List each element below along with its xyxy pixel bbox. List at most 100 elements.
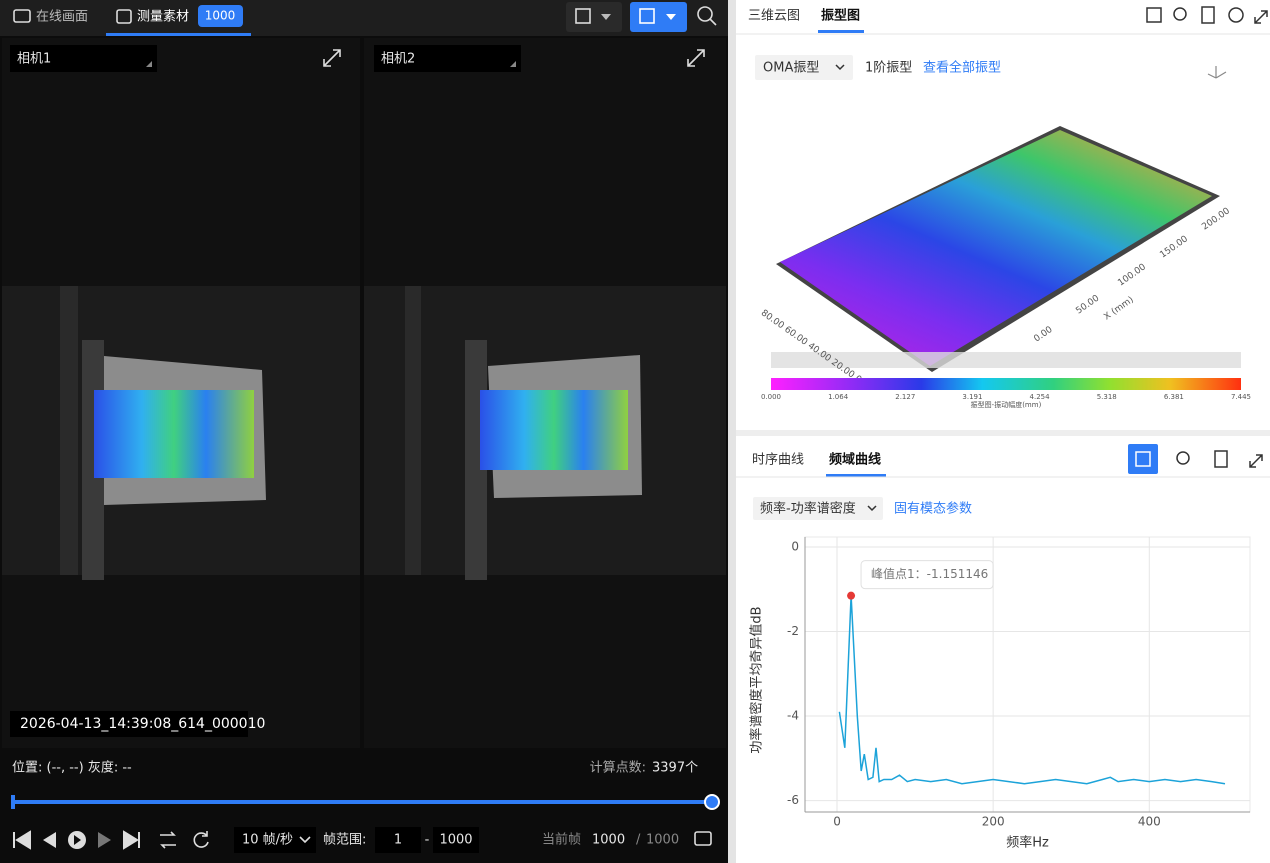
tab-active[interactable]: 频域曲线 [829,452,881,468]
loop[interactable] [160,831,176,849]
separator [736,430,1270,436]
y-tick-label: -4 [787,709,799,723]
fps: 10 帧/秒 [242,833,293,848]
y-tick-label: 0 [791,540,799,554]
curve-mode-select[interactable] [753,497,883,520]
points-value: 3397个 [652,761,698,776]
caret [299,836,311,844]
slash: / [636,833,641,848]
range-sep: - [425,833,430,848]
corner [510,61,516,67]
expand-icon[interactable] [323,49,341,67]
timestamp: 2026-04-13_14:39:08_614_000010 [20,716,265,732]
curve-mode: 频率-功率谱密度 [760,501,856,517]
histogram [771,352,1241,368]
strain-overlay [94,390,254,478]
tab[interactable]: 在线画面 [36,10,88,25]
colorbar-tick: 4.254 [1030,393,1051,401]
range-end-input[interactable] [433,827,479,853]
colorbar-tick: 6.381 [1164,393,1184,401]
expand-icon[interactable] [687,49,705,67]
divider [728,0,736,863]
modal-params-link[interactable]: 固有模态参数 [894,501,972,517]
icon[interactable] [1146,7,1162,23]
caret [601,14,611,20]
strain-overlay [480,390,628,470]
next-frame[interactable] [98,832,111,848]
tab[interactable]: 三维云图 [748,9,800,24]
x-axis-label: 频率Hz [1006,835,1049,851]
camera-icon [13,9,31,23]
last-frame[interactable] [123,830,140,850]
colorbar-tick: 1.064 [828,393,849,401]
export-icon[interactable] [1201,6,1215,24]
mode-select[interactable] [755,55,853,80]
mode-button[interactable] [630,2,687,32]
settings-icon[interactable] [1228,7,1244,23]
tab-underline [106,33,251,36]
colorbar-tick: 2.127 [895,393,915,401]
caret [835,64,845,71]
camera-label: 相机2 [381,52,415,67]
mode: OMA振型 [763,61,819,76]
zoom-icon[interactable] [697,6,713,22]
select-tool[interactable] [1128,444,1158,474]
frame-post [405,286,421,575]
badge [198,5,243,27]
colorbar-tick: 5.318 [1097,393,1117,401]
points-label: 计算点数: [590,761,646,776]
colorbar-title: 振型图-振动幅度(mm) [971,400,1042,409]
axis-triad [1207,66,1227,79]
zoom-handle [709,18,717,26]
camera-label: 相机1 [17,52,51,67]
peak-marker [847,591,856,600]
current-label: 当前帧 [542,832,581,848]
play-glyph [74,835,81,845]
psd-line [838,595,1226,785]
tab-active[interactable]: 振型图 [821,8,860,24]
y-tick-label: -6 [787,793,799,807]
tooltip [860,560,994,590]
first-frame[interactable] [13,830,31,850]
icon [639,8,655,24]
layout-button[interactable] [566,2,622,32]
tab[interactable]: 时序曲线 [752,453,804,468]
expand-icon[interactable] [1249,454,1263,468]
prev-frame[interactable] [43,832,56,848]
timeline-knob[interactable] [704,794,720,810]
export-icon[interactable] [1214,450,1228,468]
zoom-icon[interactable] [1173,7,1187,21]
refresh[interactable] [193,831,209,848]
colorbar-ticks: 0.000 1.064 2.127 3.191 4.254 5.318 6.381 7.445 [761,393,1251,401]
media-icon [116,9,132,24]
x-tick-label: 0 [833,815,841,829]
colorbar [771,378,1241,390]
camera-select[interactable] [374,45,521,72]
timestamp-box [10,711,248,737]
tab-underline [818,30,864,33]
all-modes-link[interactable]: 查看全部振型 [923,60,1001,76]
caret [867,505,877,512]
icon [1135,451,1151,467]
x-tick-label: 400 [1138,815,1161,829]
y-tick-label: -2 [787,624,799,638]
mode-shape-surface [780,130,1212,366]
position-info: 位置: (--, --) 灰度: -- [12,760,132,776]
corner [146,61,152,67]
badge-text: 1000 [205,9,236,23]
range-label: 帧范围: [323,833,366,848]
range-start-input[interactable] [375,827,421,853]
y-axis-label: 功率谱密度平均奇异值dB [749,606,765,753]
snapshot[interactable] [694,831,712,846]
psd-chart: 0 -2 -4 -6 0 200 400 频率Hz 功率谱密度平均奇异值dB 峰值点1：-1.15… [749,536,1251,851]
camera-select[interactable] [10,45,157,72]
caret [666,14,676,20]
range-end: 1000 [439,833,472,848]
tooltip-text: 峰值点1：-1.151146 [871,566,988,581]
tab-active[interactable]: 测量素材 [137,10,189,25]
timeline-start[interactable] [11,795,15,809]
zoom-icon[interactable] [1176,451,1190,465]
expand-icon[interactable] [1254,10,1268,24]
